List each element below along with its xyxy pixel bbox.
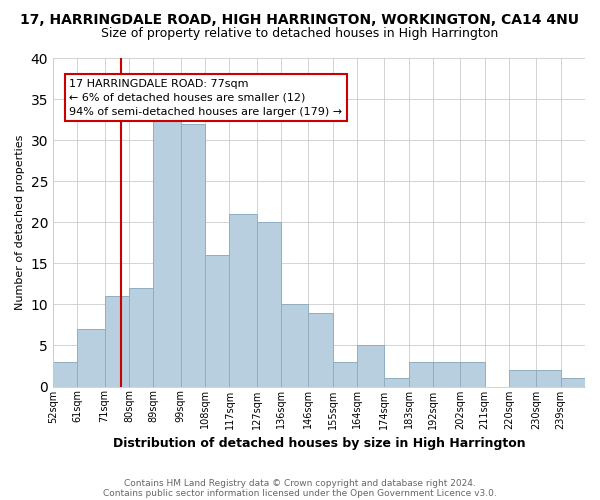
- Bar: [384, 378, 409, 386]
- Bar: [357, 346, 384, 387]
- Bar: [332, 362, 357, 386]
- X-axis label: Distribution of detached houses by size in High Harrington: Distribution of detached houses by size …: [113, 437, 526, 450]
- Bar: [409, 362, 433, 386]
- Bar: [154, 116, 181, 386]
- Y-axis label: Number of detached properties: Number of detached properties: [15, 134, 25, 310]
- Bar: [129, 288, 154, 386]
- Text: Contains HM Land Registry data © Crown copyright and database right 2024.: Contains HM Land Registry data © Crown c…: [124, 478, 476, 488]
- Bar: [53, 362, 77, 386]
- Text: 17, HARRINGDALE ROAD, HIGH HARRINGTON, WORKINGTON, CA14 4NU: 17, HARRINGDALE ROAD, HIGH HARRINGTON, W…: [20, 12, 580, 26]
- Bar: [205, 255, 229, 386]
- Bar: [257, 222, 281, 386]
- Bar: [281, 304, 308, 386]
- Bar: [104, 296, 129, 386]
- Bar: [77, 329, 104, 386]
- Bar: [560, 378, 585, 386]
- Bar: [509, 370, 536, 386]
- Bar: [536, 370, 560, 386]
- Bar: [433, 362, 460, 386]
- Bar: [308, 312, 332, 386]
- Text: Contains public sector information licensed under the Open Government Licence v3: Contains public sector information licen…: [103, 488, 497, 498]
- Text: 17 HARRINGDALE ROAD: 77sqm
← 6% of detached houses are smaller (12)
94% of semi-: 17 HARRINGDALE ROAD: 77sqm ← 6% of detac…: [70, 78, 343, 116]
- Bar: [229, 214, 257, 386]
- Text: Size of property relative to detached houses in High Harrington: Size of property relative to detached ho…: [101, 28, 499, 40]
- Bar: [460, 362, 485, 386]
- Bar: [181, 124, 205, 386]
